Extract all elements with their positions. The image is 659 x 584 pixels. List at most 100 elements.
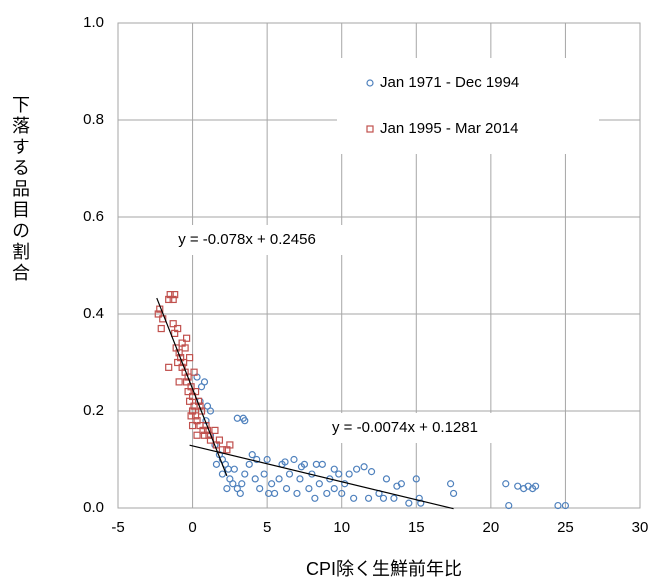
point — [531, 482, 540, 490]
trendline — [189, 444, 454, 510]
point — [338, 489, 346, 498]
point — [212, 460, 221, 468]
point — [185, 354, 194, 362]
point — [330, 465, 338, 473]
point — [505, 501, 513, 510]
point — [397, 480, 405, 488]
point — [197, 383, 206, 391]
point — [248, 451, 256, 459]
point — [223, 485, 231, 493]
point — [174, 324, 182, 333]
point — [190, 368, 198, 376]
point — [412, 475, 420, 483]
point — [353, 465, 361, 473]
point — [315, 480, 323, 488]
point — [159, 315, 167, 323]
x-tick-label: -5 — [111, 519, 124, 536]
x-axis-label: CPI除く生鮮前年比 — [306, 559, 462, 579]
point — [360, 463, 368, 471]
x-tick-label: 25 — [557, 519, 574, 536]
x-tick-label: 30 — [632, 519, 649, 536]
point — [169, 320, 177, 328]
point — [215, 436, 224, 444]
point — [502, 480, 510, 488]
point — [326, 475, 334, 483]
point — [405, 499, 413, 507]
point — [263, 455, 271, 464]
point — [379, 494, 388, 502]
point — [290, 455, 298, 464]
x-tick-label: 5 — [263, 519, 271, 536]
trendline-label: y = -0.0074x + 0.1281 — [332, 419, 478, 436]
point — [296, 475, 304, 483]
point — [226, 441, 234, 449]
point — [165, 363, 173, 371]
point — [364, 494, 373, 502]
point — [236, 489, 244, 498]
point — [415, 494, 423, 502]
y-tick-label: 0.8 — [83, 111, 104, 128]
legend-box — [337, 58, 599, 154]
point — [554, 501, 562, 510]
annotation-box — [150, 225, 344, 255]
point — [335, 470, 343, 478]
y-tick-label: 0.4 — [83, 305, 104, 322]
point — [345, 470, 353, 478]
trendline — [156, 297, 228, 477]
point — [184, 373, 192, 381]
x-tick-label: 15 — [408, 519, 425, 536]
point — [268, 480, 276, 488]
point — [241, 417, 249, 425]
point — [265, 489, 273, 498]
point — [183, 334, 191, 342]
point — [449, 489, 458, 498]
legend-label: Jan 1995 - Mar 2014 — [380, 120, 518, 137]
point — [188, 421, 197, 430]
point — [275, 475, 283, 483]
point — [390, 494, 398, 502]
annotation-box — [308, 413, 502, 443]
x-tick-label: 20 — [483, 519, 500, 536]
point — [206, 407, 215, 415]
point — [197, 407, 206, 415]
point — [446, 480, 455, 488]
y-tick-label: 0.6 — [83, 208, 104, 225]
x-tick-label: 0 — [188, 519, 196, 536]
point — [191, 388, 200, 396]
point — [154, 310, 162, 318]
legend-marker — [366, 125, 374, 133]
point — [241, 470, 249, 478]
point — [245, 460, 253, 468]
point — [260, 470, 268, 478]
plot-border — [117, 22, 641, 509]
point — [311, 494, 319, 502]
y-axis-label: 下落する品目の割合 — [9, 95, 30, 284]
point — [178, 339, 186, 347]
point — [187, 412, 195, 420]
point — [211, 426, 219, 434]
legend-marker — [366, 79, 374, 87]
point — [382, 475, 391, 483]
point — [157, 324, 165, 333]
point — [281, 458, 289, 466]
point — [297, 463, 306, 471]
y-tick-label: 1.0 — [83, 14, 104, 31]
point — [312, 460, 320, 468]
trendline-label: y = -0.078x + 0.2456 — [178, 231, 316, 248]
point — [169, 295, 177, 304]
point — [191, 412, 200, 420]
point — [251, 475, 259, 483]
point — [350, 494, 358, 502]
point — [417, 499, 425, 507]
point — [323, 489, 331, 498]
point — [282, 485, 291, 493]
point — [253, 455, 261, 464]
point — [285, 470, 294, 478]
point — [293, 489, 301, 498]
point — [238, 480, 246, 488]
point — [514, 482, 522, 490]
point — [330, 485, 338, 493]
point — [193, 431, 201, 439]
